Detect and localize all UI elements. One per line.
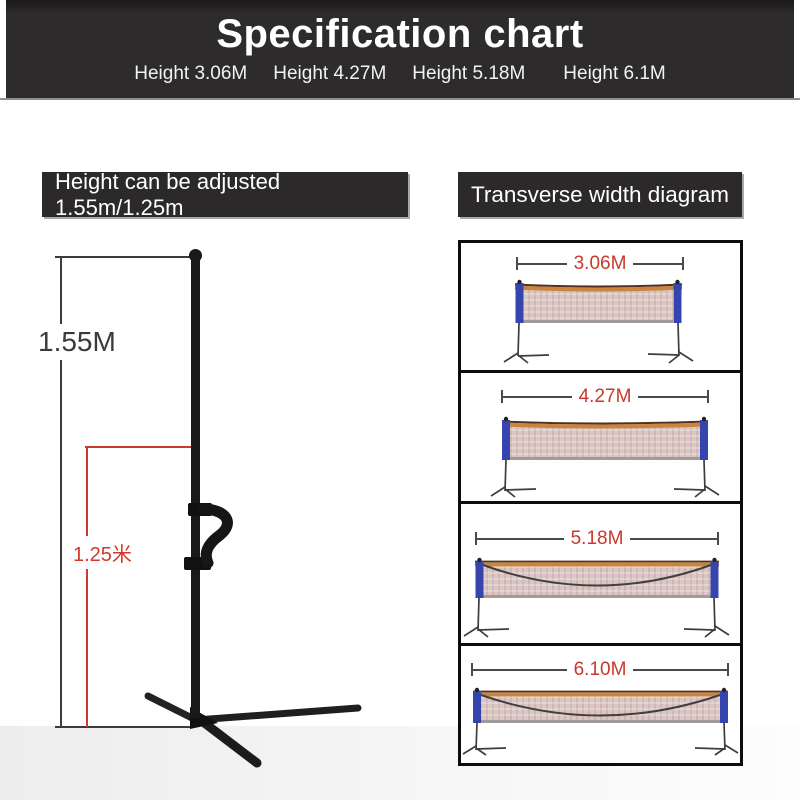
dim-tick-net-height: [85, 446, 194, 448]
dim-line-left: [477, 537, 564, 540]
width-value: 3.06M: [573, 253, 627, 274]
net-height-value: 1.25米: [70, 536, 135, 569]
dim-tick-right: [727, 663, 729, 676]
width-diagram-panel: 3.06M: [458, 240, 743, 766]
diagram-6-10m: 6.10M: [461, 643, 740, 763]
left-section-label: Height can be adjusted 1.55m/1.25m: [42, 169, 408, 220]
dim-tick-right: [682, 257, 684, 270]
right-section-label-text: Transverse width diagram: [470, 181, 729, 207]
left-section-label-text: Height can be adjusted 1.55m/1.25m: [55, 168, 281, 220]
dim-line-left: [473, 668, 567, 671]
height-option-2: Height 4.27M: [273, 63, 387, 84]
pole-tripod-base: [144, 692, 362, 768]
dim-tick-bottom: [55, 726, 192, 728]
dim-tick-right: [717, 532, 719, 545]
dim-tick-left: [516, 257, 518, 270]
width-value: 5.18M: [570, 528, 624, 549]
dim-line-right: [633, 262, 682, 265]
dim-tick-left: [501, 390, 503, 403]
dimension-4-27m: 4.27M: [501, 386, 709, 407]
pole-top-knob: [189, 249, 202, 262]
pole-illustration: [191, 254, 200, 718]
net-illustration-5-18m: [463, 557, 730, 638]
width-value: 6.10M: [573, 659, 627, 680]
net-illustration-6-10m: [462, 687, 739, 756]
dim-line-right: [633, 668, 727, 671]
dim-line-net-height: [86, 446, 88, 727]
dim-tick-left: [471, 663, 473, 676]
page-title: Specification chart: [216, 12, 584, 56]
dim-tick-right: [707, 390, 709, 403]
dim-tick-top: [55, 256, 192, 258]
dim-line-right: [638, 395, 707, 398]
diagram-4-27m: 4.27M: [461, 370, 740, 501]
diagram-5-18m: 5.18M: [461, 501, 740, 643]
net-illustration-3-06m: [503, 279, 694, 364]
dimension-5-18m: 5.18M: [475, 528, 719, 549]
net-illustration-4-27m: [490, 416, 720, 498]
header-banner: Specification chart Height 3.06M Height …: [6, 0, 794, 98]
height-option-3: Height 5.18M: [412, 63, 526, 84]
width-value: 4.27M: [578, 386, 632, 407]
dim-line-left: [503, 395, 572, 398]
dim-line-pole-height: [60, 256, 62, 728]
height-option-1: Height 3.06M: [134, 63, 248, 84]
right-section-label: Transverse width diagram: [458, 172, 742, 217]
header-underline: [0, 98, 800, 100]
dim-line-right: [630, 537, 717, 540]
dim-line-left: [518, 262, 567, 265]
height-options-row: Height 3.06M Height 4.27M Height 5.18M H…: [6, 63, 794, 85]
dimension-3-06m: 3.06M: [516, 253, 684, 274]
dim-tick-left: [475, 532, 477, 545]
diagram-3-06m: 3.06M: [461, 243, 740, 370]
dimension-6-10m: 6.10M: [471, 659, 729, 680]
height-option-4: Height 6.1M: [563, 63, 666, 84]
pole-height-value: 1.55M: [34, 324, 120, 360]
pole-strap-handle: [184, 503, 233, 570]
